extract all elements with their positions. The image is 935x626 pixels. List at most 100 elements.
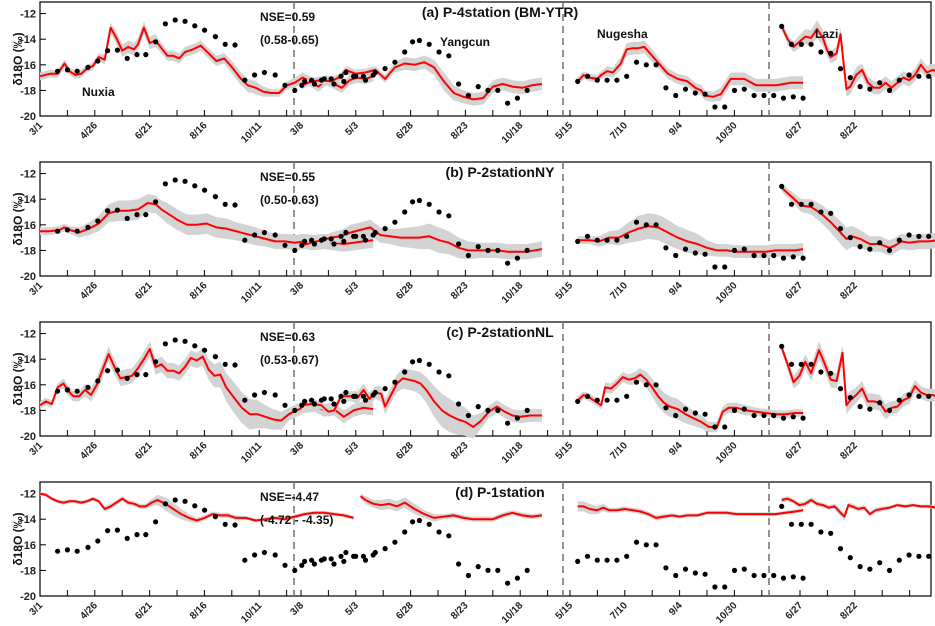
observed-point	[604, 237, 610, 243]
observed-point	[741, 86, 747, 92]
observed-point	[741, 566, 747, 572]
uncertainty-band-nugesha	[577, 501, 804, 521]
observed-point	[614, 397, 620, 403]
observed-point	[575, 78, 581, 84]
observed-point	[162, 181, 168, 187]
observed-point	[222, 521, 228, 527]
observed-point	[886, 87, 893, 93]
observed-point	[524, 247, 530, 253]
observed-point	[124, 215, 130, 221]
station-label-yangcun: Yangcun	[440, 35, 490, 49]
observed-point	[475, 404, 481, 410]
observed-point	[392, 539, 398, 545]
observed-point	[353, 73, 359, 79]
observed-point	[318, 397, 324, 403]
xtick-label: 6/21	[133, 280, 155, 302]
ytick-label: -12	[20, 9, 36, 21]
observed-point	[360, 553, 366, 559]
observed-point	[382, 66, 388, 72]
observed-point	[702, 251, 708, 257]
plot-frame	[39, 1, 932, 117]
observed-point	[877, 80, 883, 86]
observed-point	[456, 561, 462, 567]
observed-point	[353, 553, 359, 559]
observed-point	[771, 412, 777, 419]
observed-point	[446, 533, 452, 539]
observed-point	[372, 229, 378, 236]
observed-point	[808, 521, 814, 527]
ytick-label: -18	[20, 405, 36, 417]
observed-point	[702, 91, 708, 97]
observed-point	[232, 42, 238, 48]
observed-point	[828, 530, 834, 536]
observed-point	[780, 95, 787, 101]
observed-point	[779, 503, 785, 509]
observed-point	[916, 73, 922, 79]
observed-point	[202, 187, 208, 193]
observed-point	[514, 255, 521, 261]
observed-point	[847, 395, 853, 401]
observed-point	[282, 562, 288, 568]
observed-point	[495, 567, 501, 574]
observed-point	[202, 347, 208, 353]
observed-point	[712, 584, 718, 590]
observed-point	[172, 17, 178, 23]
xtick-label: 8/16	[188, 120, 210, 142]
y-axis-label: δ18O (‰)	[11, 352, 25, 405]
observed-point	[867, 86, 873, 92]
observed-point	[712, 424, 718, 430]
observed-point	[182, 178, 188, 184]
observed-point	[416, 37, 422, 44]
observed-point	[232, 202, 238, 208]
simulated-line-nugesha	[577, 505, 804, 519]
observed-point	[485, 407, 491, 413]
observed-point	[134, 52, 140, 58]
observed-point	[505, 260, 511, 266]
observed-point	[575, 398, 581, 404]
observed-point	[446, 53, 452, 59]
xtick-label: 8/16	[188, 600, 210, 622]
y-axis-label: δ18O (‰)	[11, 32, 25, 85]
observed-point	[55, 228, 61, 234]
xtick-label: 8/23	[449, 120, 471, 142]
observed-point	[328, 396, 334, 402]
panel-title: (a) P-4station (BM-YTR)	[422, 4, 578, 20]
nse-value: NSE=0.55	[260, 170, 315, 184]
observed-point	[446, 373, 452, 379]
xtick-label: 4/26	[78, 600, 100, 622]
observed-point	[800, 575, 806, 581]
observed-point	[410, 519, 416, 525]
observed-point	[124, 55, 130, 62]
observed-point	[712, 104, 718, 110]
observed-point	[798, 361, 804, 367]
observed-point	[299, 242, 305, 248]
uncertainty-band-nugesha	[577, 368, 804, 433]
observed-point	[392, 59, 398, 65]
observed-point	[692, 90, 698, 96]
observed-point	[643, 542, 649, 548]
observed-point	[798, 521, 804, 527]
observed-point	[800, 415, 806, 421]
observed-point	[761, 412, 767, 419]
observed-point	[584, 553, 591, 559]
observed-point	[731, 407, 738, 413]
observed-point	[906, 232, 912, 238]
simulated-line-lazi	[780, 25, 935, 91]
ytick-label: -16	[20, 380, 36, 392]
observed-point	[124, 375, 130, 381]
observed-point	[242, 557, 248, 563]
observed-point	[292, 247, 298, 253]
xtick-label: 6/27	[784, 280, 806, 302]
observed-point	[653, 542, 659, 548]
nse-value: NSE=0.59	[260, 10, 315, 24]
observed-point	[416, 357, 422, 364]
observed-point	[682, 86, 689, 92]
observed-point	[495, 407, 501, 413]
observed-point	[282, 82, 288, 88]
xtick-label: 6/21	[133, 600, 155, 622]
observed-point	[222, 361, 228, 367]
observed-point	[926, 73, 932, 79]
observed-point	[360, 393, 366, 399]
uncertainty-band-nuxia	[40, 491, 354, 523]
plot-frame	[39, 481, 932, 597]
